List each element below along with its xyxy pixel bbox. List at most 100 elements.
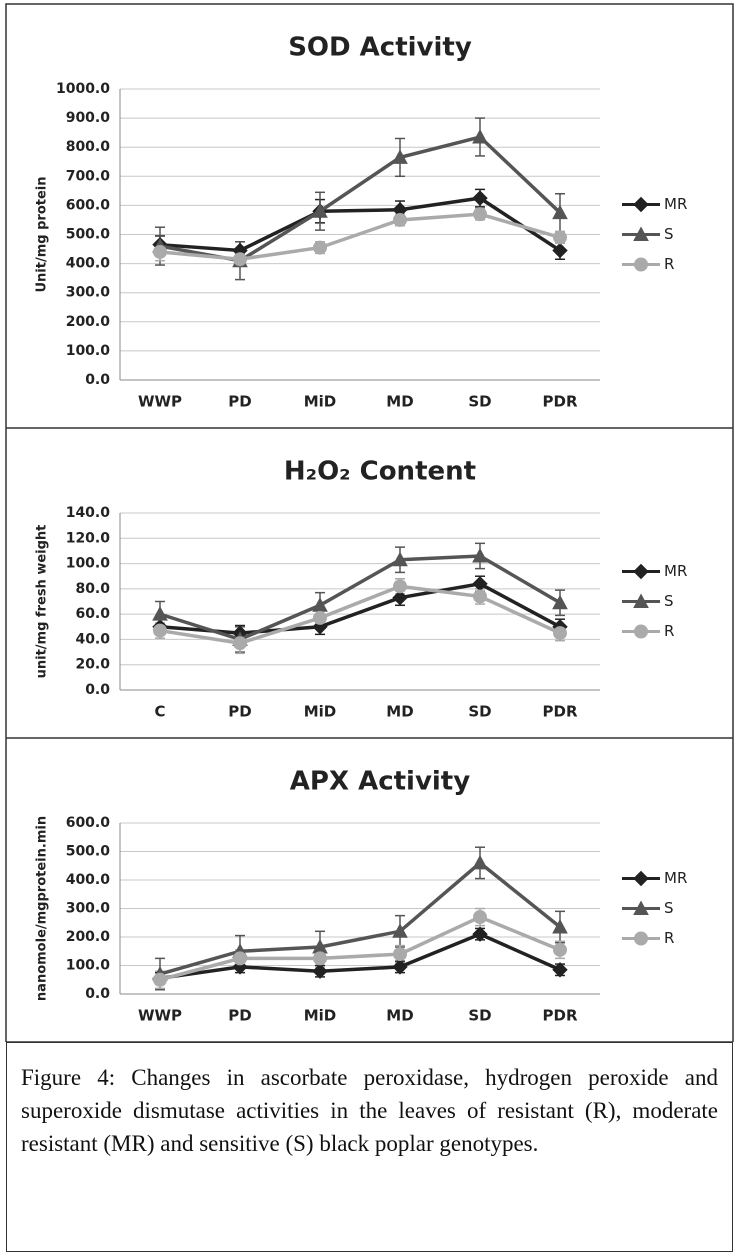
series-line	[159, 196, 561, 253]
figure: SOD Activity Unit/mg protein 0.0 100.0 200.0…	[5, 3, 734, 1042]
y-tick-label: 20.0	[75, 657, 110, 673]
legend-label: S	[664, 225, 674, 243]
marker-triangle	[472, 854, 488, 870]
y-tick-label: 0.0	[85, 372, 110, 388]
x-tick-label: SD	[468, 393, 491, 411]
y-tick-label: 300.0	[66, 901, 111, 917]
marker-diamond	[312, 963, 328, 979]
y-tick-label: 900.0	[66, 110, 111, 126]
legend-marker	[634, 257, 648, 272]
marker-circle	[393, 212, 407, 227]
x-tick-label: MD	[386, 1007, 413, 1025]
marker-circle	[473, 910, 487, 925]
x-tick-label: WWP	[138, 1007, 182, 1025]
marker-circle	[473, 207, 487, 222]
y-tick-label: 400.0	[66, 872, 111, 888]
legend-marker	[633, 593, 649, 608]
y-tick-label: 60.0	[75, 606, 110, 622]
legend-marker	[634, 624, 648, 639]
x-tick-label: PDR	[543, 703, 578, 721]
y-tick-label: 1000.0	[56, 81, 110, 97]
y-tick-label: 100.0	[66, 958, 111, 974]
marker-triangle	[472, 128, 488, 144]
x-tick-label: MD	[386, 393, 413, 411]
x-tick-label: PDR	[543, 393, 578, 411]
chart-title: APX Activity	[290, 767, 470, 797]
y-tick-label: 120.0	[66, 530, 111, 546]
series-line	[159, 212, 561, 261]
marker-circle	[233, 252, 247, 267]
legend-label: R	[664, 929, 674, 947]
marker-circle	[153, 972, 167, 987]
marker-diamond	[472, 190, 488, 206]
marker-triangle	[472, 547, 488, 563]
y-tick-label: 300.0	[66, 285, 111, 301]
legend-label: R	[664, 622, 674, 640]
y-tick-label: 200.0	[66, 314, 111, 330]
y-tick-label: 400.0	[66, 256, 111, 272]
legend-label: S	[664, 899, 674, 917]
y-tick-label: 80.0	[75, 581, 110, 597]
marker-circle	[313, 240, 327, 255]
x-tick-label: C	[154, 703, 165, 721]
marker-circle	[553, 626, 567, 641]
y-tick-label: 40.0	[75, 631, 110, 647]
marker-diamond	[392, 589, 408, 606]
marker-circle	[553, 230, 567, 245]
x-tick-label: PD	[228, 703, 251, 721]
y-tick-label: 140.0	[66, 505, 111, 521]
legend-marker	[633, 196, 649, 213]
marker-circle	[553, 942, 567, 957]
marker-triangle	[312, 597, 328, 612]
series-line	[159, 860, 562, 976]
y-tick-label: 700.0	[66, 168, 111, 184]
marker-circle	[153, 244, 167, 259]
legend-label: MR	[664, 562, 687, 580]
y-tick-label: 100.0	[66, 343, 111, 359]
marker-triangle	[552, 918, 568, 934]
x-tick-label: MiD	[304, 393, 337, 411]
legend-marker	[634, 931, 648, 946]
y-axis-label: nanomole/mgprotein.min	[35, 816, 50, 1001]
marker-triangle	[392, 923, 408, 938]
y-tick-label: 500.0	[66, 844, 111, 860]
series-line	[159, 554, 561, 642]
series-line	[159, 915, 561, 982]
marker-circle	[153, 623, 167, 638]
y-tick-label: 200.0	[66, 929, 111, 945]
chart-title: SOD Activity	[288, 33, 472, 63]
marker-circle	[393, 947, 407, 962]
marker-circle	[233, 636, 247, 651]
series-line	[159, 584, 561, 646]
x-tick-label: PD	[228, 1007, 251, 1025]
y-tick-label: 600.0	[66, 815, 111, 831]
figure-border	[5, 3, 734, 1042]
legend-marker	[633, 563, 649, 580]
series-line	[159, 581, 561, 635]
marker-circle	[233, 951, 247, 966]
y-tick-label: 0.0	[85, 682, 110, 698]
x-tick-label: SD	[468, 1007, 491, 1025]
legend-marker	[633, 900, 649, 915]
marker-diamond	[552, 962, 568, 978]
y-tick-label: 600.0	[66, 197, 111, 213]
x-tick-label: WWP	[138, 393, 182, 411]
marker-diamond	[392, 959, 408, 975]
y-tick-label: 0.0	[85, 986, 110, 1002]
legend-label: MR	[664, 195, 687, 213]
x-tick-label: PD	[228, 393, 251, 411]
legend-label: R	[664, 255, 674, 273]
y-tick-label: 800.0	[66, 139, 111, 155]
marker-triangle	[312, 203, 328, 218]
y-tick-label: 500.0	[66, 227, 111, 243]
series-line	[159, 932, 561, 981]
legend-marker	[633, 870, 649, 887]
marker-diamond	[552, 242, 568, 259]
legend-label: S	[664, 592, 674, 610]
legend-marker	[633, 226, 649, 241]
marker-triangle	[152, 606, 168, 621]
series-line	[159, 135, 562, 263]
marker-triangle	[392, 551, 408, 567]
marker-circle	[313, 610, 327, 625]
